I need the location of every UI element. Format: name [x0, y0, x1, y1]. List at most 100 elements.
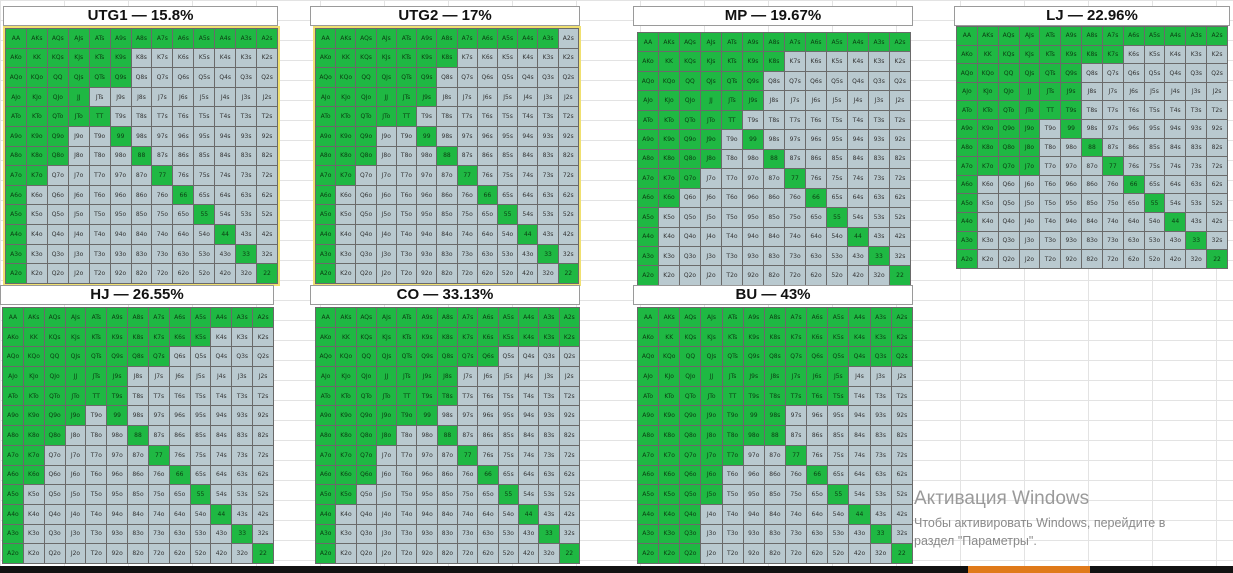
hand-cell-t7s: T7s [784, 109, 806, 131]
hand-cell-j9o: J9o [700, 405, 723, 427]
hand-cell-jj: JJ [700, 366, 723, 387]
hand-cell-77: 77 [1101, 156, 1124, 176]
hand-cell-94o: 94o [416, 224, 438, 245]
hand-cell-55: 55 [826, 207, 848, 228]
hand-cell-t6s: T6s [477, 385, 499, 407]
hand-cell-93s: 93s [231, 405, 254, 427]
hand-cell-a4o: A4o [956, 212, 978, 232]
range-row: AKo KK KQs KJs KTs K9s K8s K7s K6s K5s K4s K3s K2s [5, 47, 278, 69]
hand-cell-t8o: T8o [721, 425, 744, 446]
hand-cell-83s: 83s [869, 425, 892, 446]
hand-cell-92s: 92s [889, 129, 911, 150]
range-row: AA AKs AQs AJs ATs A9s A8s A7s A6s A5s A4s A3s A2s [637, 31, 911, 53]
hand-cell-k3o: K3o [25, 243, 48, 265]
hand-cell-74s: 74s [517, 165, 539, 186]
hand-cell-85s: 85s [826, 148, 848, 170]
hand-cell-53s: 53s [231, 484, 254, 505]
hand-cell-87o: 87o [130, 165, 153, 186]
hand-cell-kqs: KQs [355, 326, 377, 348]
hand-cell-j9s: J9s [416, 366, 438, 387]
hand-cell-74s: 74s [848, 444, 871, 466]
hand-cell-a9o: A9o [5, 126, 27, 147]
hand-cell-j5o: J5o [700, 207, 722, 228]
hand-cell-q5s: Q5s [826, 70, 848, 92]
hand-cell-k8s: K8s [436, 326, 459, 348]
hand-cell-a6s: A6s [806, 307, 829, 328]
hand-cell-95o: 95o [416, 484, 438, 505]
hand-cell-52o: 52o [496, 263, 519, 284]
hand-cell-j5s: J5s [496, 86, 519, 108]
hand-cell-jj: JJ [375, 366, 398, 387]
hand-cell-a3s: A3s [231, 307, 254, 328]
hand-cell-95s: 95s [1143, 119, 1166, 139]
hand-cell-a6o: A6o [637, 187, 659, 209]
hand-cell-j7s: J7s [456, 86, 478, 108]
hand-cell-95o: 95o [742, 484, 765, 505]
hand-cell-t2o: T2o [721, 265, 743, 286]
hand-cell-kto: KTo [335, 385, 357, 407]
hand-cell-ako: AKo [636, 326, 660, 348]
hand-cell-t5s: T5s [826, 109, 848, 131]
hand-cell-k6s: K6s [168, 326, 191, 348]
hand-cell-63s: 63s [235, 184, 258, 206]
hand-cell-a6o: A6o [2, 464, 24, 486]
hand-cell-a8s: A8s [436, 307, 459, 328]
hand-cell-33: 33 [231, 523, 254, 545]
hand-cell-ajo: AJo [637, 90, 659, 111]
hand-cell-j4o: J4o [64, 503, 87, 525]
hand-cell-43s: 43s [235, 224, 258, 245]
hand-cell-ajo: AJo [956, 81, 978, 102]
hand-cell-88: 88 [763, 425, 786, 446]
panel-hj: HJ — 26.55% AA AKs AQs AJs ATs A9s A8s A7s A6s A5… [0, 285, 274, 565]
hand-cell-k8o: K8o [335, 145, 357, 167]
hand-cell-qjo: QJo [997, 81, 1020, 102]
hand-cell-t6s: T6s [172, 106, 195, 128]
hand-cell-t5s: T5s [189, 385, 212, 407]
hand-cell-95o: 95o [1060, 193, 1083, 214]
hand-cell-j7s: J7s [151, 86, 174, 108]
hand-cell-66: 66 [477, 464, 499, 486]
hand-cell-a3o: A3o [637, 245, 659, 267]
hand-cell-t8o: T8o [1039, 137, 1062, 158]
hand-cell-q3s: Q3s [1185, 63, 1208, 83]
hand-cell-t3o: T3o [1039, 230, 1062, 251]
hand-cell-42o: 42o [847, 265, 869, 286]
hand-cell-ajs: AJs [375, 307, 398, 328]
hand-cell-65o: 65o [477, 484, 499, 505]
hand-cell-q6s: Q6s [172, 67, 195, 88]
hand-cell-qjs: QJs [64, 346, 87, 368]
hand-cell-kto: KTo [658, 109, 680, 131]
hand-cell-aqs: AQs [43, 307, 66, 328]
hand-cell-75s: 75s [827, 444, 850, 466]
hand-cell-ako: AKo [5, 47, 27, 69]
hand-cell-qjs: QJs [67, 67, 90, 88]
hand-cell-qjo: QJo [355, 366, 377, 387]
hand-cell-a2o: A2o [636, 543, 660, 564]
hand-cell-j3o: J3o [700, 523, 723, 545]
hand-cell-t6o: T6o [85, 464, 108, 486]
hand-cell-kqs: KQs [997, 44, 1020, 65]
hand-cell-kqo: KQo [22, 346, 45, 368]
hand-cell-54o: 54o [193, 224, 216, 245]
hand-cell-a7o: A7o [636, 444, 660, 466]
hand-cell-kk: KK [335, 326, 357, 348]
hand-cell-kto: KTo [976, 100, 999, 121]
hand-cell-ats: ATs [1039, 26, 1062, 46]
hand-cell-54o: 54o [1143, 212, 1166, 232]
hand-cell-k7o: K7o [25, 165, 48, 186]
hand-cell-52s: 52s [558, 484, 581, 505]
range-row: AKo KK KQs KJs KTs K9s K8s K7s K6s K5s K4s K3s K2s [314, 47, 580, 69]
hand-cell-22: 22 [558, 543, 581, 564]
hand-cell-j3s: J3s [538, 366, 560, 387]
hand-cell-76s: 76s [168, 444, 191, 466]
hand-cell-k6s: K6s [806, 326, 829, 348]
range-row: A4o K4o Q4o J4o T4o 94o 84o 74o 64o 54o 44 43s 42s [637, 226, 911, 247]
hand-cell-85s: 85s [1143, 137, 1166, 158]
hand-cell-94s: 94s [517, 126, 539, 147]
panel-mp: MP — 19.67% AA AKs AQs AJs ATs A9s A8s A7s A6s A5… [633, 6, 913, 286]
hand-cell-ats: ATs [396, 307, 418, 328]
hand-cell-76o: 76o [784, 464, 808, 486]
hand-cell-k7s: K7s [457, 326, 479, 348]
hand-cell-a4o: A4o [5, 224, 27, 245]
hand-cell-a8s: A8s [1081, 26, 1103, 46]
